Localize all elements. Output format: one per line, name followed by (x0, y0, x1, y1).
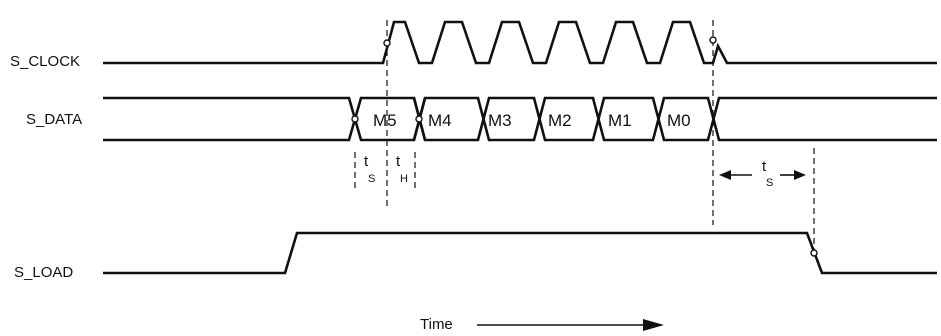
load-setup-arrow (719, 170, 806, 180)
s-data-label: S_DATA (26, 111, 82, 128)
bit-label: M1 (608, 111, 632, 130)
hold-time-label: t (396, 153, 401, 170)
setup-time-label: t (364, 153, 369, 170)
load-edge-marker (810, 249, 818, 257)
load-setup-time-subscript: S (766, 177, 773, 189)
s-clock-label: S_CLOCK (10, 53, 80, 70)
data-transition-marker (351, 115, 359, 123)
bit-label: M4 (428, 111, 452, 130)
hold-time-subscript: H (400, 173, 408, 185)
clock-edge-marker (383, 39, 391, 47)
s-clock-waveform (103, 20, 937, 65)
s-load-label: S_LOAD (14, 264, 73, 281)
s-data-bus-top (103, 96, 937, 142)
s-data-bus-bottom (103, 96, 937, 142)
data-transition-marker (415, 115, 423, 123)
setup-time-subscript: S (368, 173, 375, 185)
clock-edge-marker (709, 36, 717, 44)
load-setup-time-label: t (762, 158, 767, 175)
bit-label: M5 (373, 111, 397, 130)
time-arrow-icon (477, 319, 664, 331)
s-data-bus (103, 96, 937, 142)
bit-label: M2 (548, 111, 572, 130)
time-axis-label: Time (420, 316, 453, 333)
bit-label: M3 (488, 111, 512, 130)
bit-label: M0 (667, 111, 691, 130)
s-load-waveform (103, 231, 937, 275)
